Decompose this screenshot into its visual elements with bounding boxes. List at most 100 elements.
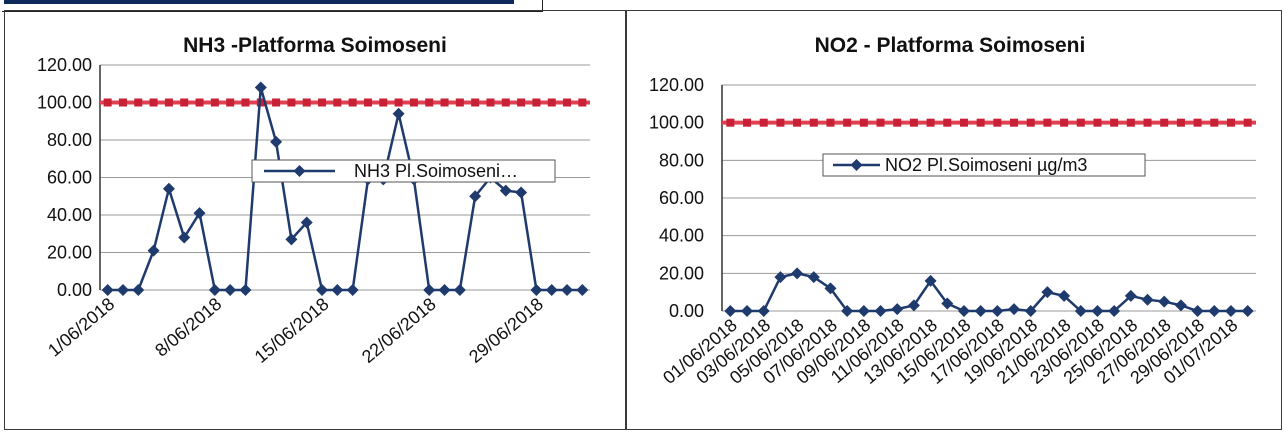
data-point — [285, 233, 298, 246]
data-point — [438, 284, 451, 296]
y-tick-label: 60.00 — [659, 188, 704, 208]
data-point — [469, 190, 482, 203]
limit-marker — [1226, 118, 1235, 127]
limit-marker — [134, 98, 143, 107]
data-point — [741, 305, 754, 317]
limit-marker — [859, 118, 868, 127]
data-point — [974, 305, 987, 317]
limit-marker — [195, 98, 204, 107]
charts-frame — [4, 10, 1282, 430]
data-point — [346, 284, 359, 296]
data-point — [453, 284, 466, 296]
y-tick-label: 80.00 — [47, 130, 92, 150]
limit-marker — [210, 98, 219, 107]
limit-marker — [409, 98, 418, 107]
data-point — [724, 305, 737, 317]
charts-divider — [625, 10, 627, 430]
limit-marker — [272, 98, 281, 107]
limit-marker — [1026, 118, 1035, 127]
limit-marker — [959, 118, 968, 127]
data-point — [1224, 305, 1237, 317]
data-point — [101, 284, 114, 296]
x-tick-label: 15/06/2018 — [251, 294, 333, 367]
data-point — [116, 284, 129, 296]
limit-marker — [893, 118, 902, 127]
data-point — [1174, 299, 1187, 312]
limit-marker — [926, 118, 935, 127]
no2-chart-title: NO2 - Platforma Soimoseni — [815, 34, 1086, 57]
data-point — [907, 299, 920, 312]
data-point — [1141, 293, 1154, 306]
limit-marker — [976, 118, 985, 127]
limit-marker — [1126, 118, 1135, 127]
limit-marker — [118, 98, 127, 107]
data-point — [1041, 286, 1054, 299]
y-tick-label: 20.00 — [659, 263, 704, 283]
data-point — [254, 81, 267, 94]
y-tick-label: 100.00 — [649, 113, 704, 133]
data-point — [515, 186, 528, 199]
data-point — [874, 305, 887, 317]
data-point — [545, 284, 558, 296]
y-tick-label: 100.00 — [37, 93, 92, 113]
limit-marker — [394, 98, 403, 107]
y-tick-label: 0.00 — [57, 280, 92, 300]
limit-marker — [1043, 118, 1052, 127]
y-tick-label: 80.00 — [659, 150, 704, 170]
data-point — [941, 297, 954, 310]
data-point — [300, 216, 313, 229]
data-point — [1158, 295, 1171, 308]
data-point — [423, 284, 436, 296]
x-tick-label: 29/06/2018 — [465, 294, 547, 367]
limit-marker — [743, 118, 752, 127]
limit-marker — [563, 98, 572, 107]
data-point — [1058, 289, 1071, 302]
limit-marker — [759, 118, 768, 127]
data-point — [1191, 305, 1204, 317]
data-point — [132, 284, 145, 296]
legend-box — [822, 153, 1146, 177]
limit-marker — [726, 118, 735, 127]
data-point — [1124, 289, 1137, 302]
data-point — [1074, 305, 1087, 317]
limit-marker — [318, 98, 327, 107]
data-point — [499, 184, 512, 197]
limit-marker — [843, 118, 852, 127]
data-point — [1091, 305, 1104, 317]
limit-marker — [826, 118, 835, 127]
limit-marker — [578, 98, 587, 107]
limit-marker — [1060, 118, 1069, 127]
data-point — [270, 135, 283, 148]
limit-marker — [164, 98, 173, 107]
data-point — [774, 271, 787, 284]
limit-marker — [793, 118, 802, 127]
limit-marker — [943, 118, 952, 127]
data-point — [1024, 305, 1037, 317]
y-tick-label: 120.00 — [649, 75, 704, 95]
limit-marker — [379, 98, 388, 107]
data-point — [561, 284, 574, 296]
data-point — [162, 182, 175, 195]
limit-marker — [1110, 118, 1119, 127]
limit-marker — [180, 98, 189, 107]
limit-marker — [532, 98, 541, 107]
limit-marker — [103, 98, 112, 107]
x-tick-label: 22/06/2018 — [358, 294, 440, 367]
series-line — [107, 87, 583, 292]
limit-marker — [471, 98, 480, 107]
x-tick-label: 8/06/2018 — [151, 294, 225, 361]
legend-box — [251, 159, 556, 183]
data-point — [576, 284, 589, 296]
data-point — [224, 284, 237, 296]
limit-marker — [287, 98, 296, 107]
data-point — [316, 284, 329, 296]
limit-marker — [425, 98, 434, 107]
limit-marker — [363, 98, 372, 107]
limit-marker — [333, 98, 342, 107]
legend-marker — [850, 159, 863, 171]
data-point — [530, 284, 543, 296]
limit-marker — [809, 118, 818, 127]
data-point — [1008, 303, 1021, 316]
limit-marker — [226, 98, 235, 107]
